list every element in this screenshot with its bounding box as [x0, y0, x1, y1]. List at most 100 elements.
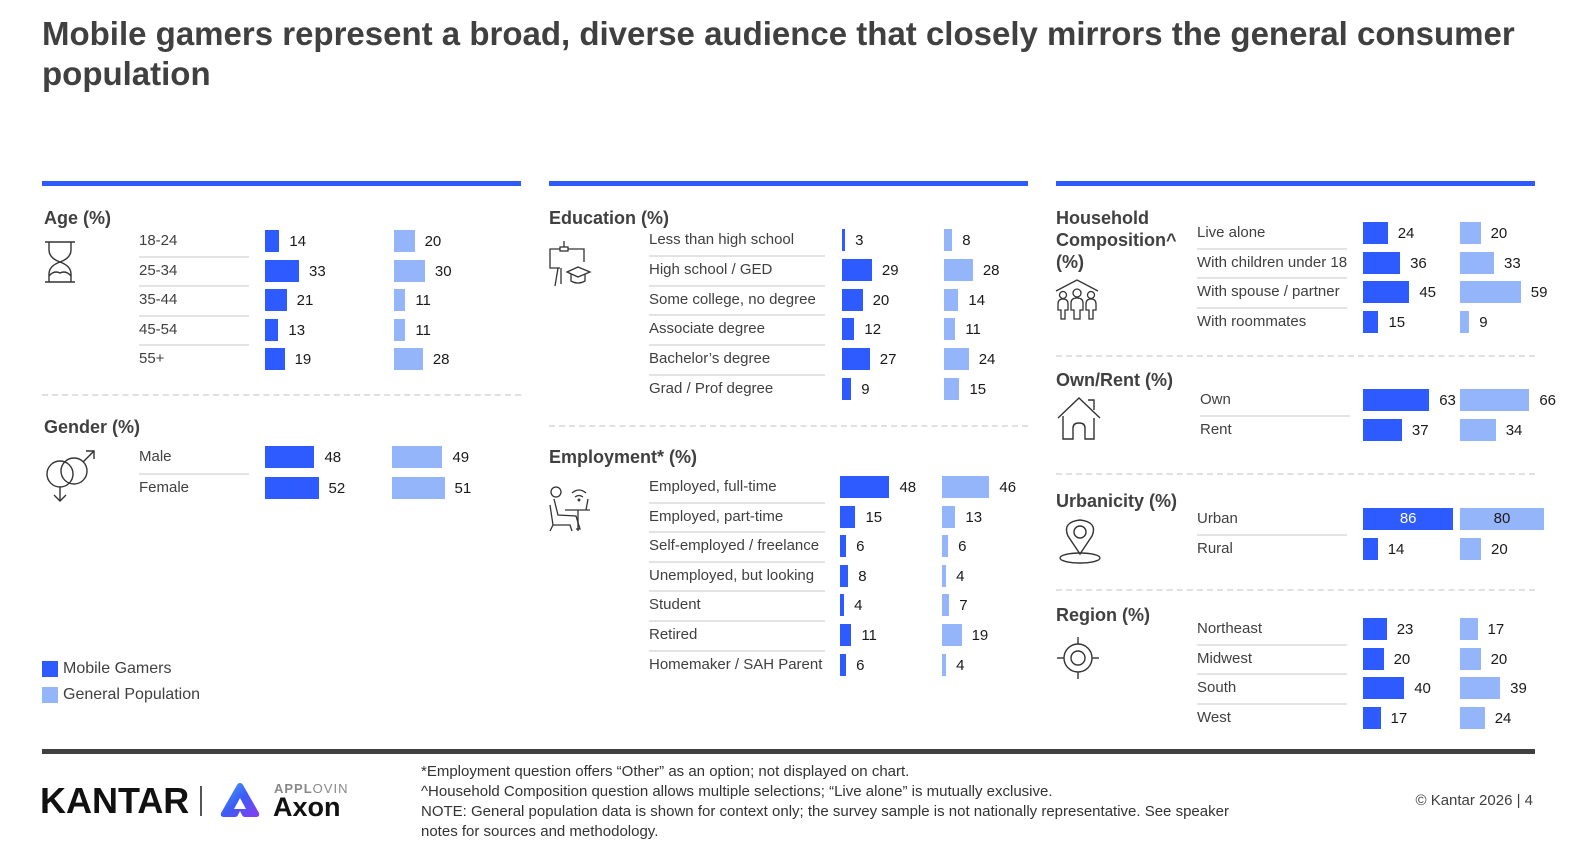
value-label: 28 [982, 261, 1000, 279]
row-separator [649, 590, 825, 593]
footnote-general-note-cont: notes for sources and methodology. [421, 823, 659, 840]
bar-mobile-gamers [265, 259, 299, 282]
bar-mobile-gamers [840, 594, 845, 617]
section-divider [549, 425, 1028, 427]
footnote-general-note: NOTE: General population data is shown f… [421, 803, 1229, 820]
value-label: 20 [1393, 650, 1411, 668]
bar-mobile-gamers [840, 564, 849, 587]
row-separator [649, 344, 825, 347]
value-label: 30 [434, 262, 452, 280]
value-label: 15 [969, 381, 987, 398]
row-separator [139, 314, 249, 317]
legend-swatch-general-population [42, 687, 58, 703]
value-label: 14 [1387, 541, 1405, 558]
bar-mobile-gamers [842, 378, 852, 400]
row-label-household: With children under 18 [1197, 253, 1348, 271]
row-label-education: High school / GED [649, 260, 773, 278]
value-label: 9 [1479, 314, 1488, 332]
bar-general-population [394, 259, 425, 282]
row-separator [1197, 643, 1347, 646]
value-label: 66 [1539, 392, 1557, 409]
value-label: 40 [1414, 680, 1431, 697]
value-label: 14 [968, 291, 986, 309]
value-label: 6 [856, 538, 865, 556]
bar-mobile-gamers [1363, 647, 1384, 670]
bar-mobile-gamers [265, 230, 280, 252]
bar-mobile-gamers [265, 348, 285, 370]
row-label-urbanicity: Rural [1197, 540, 1233, 557]
row-label-age: 18-24 [139, 232, 178, 249]
row-separator [1197, 277, 1347, 280]
bar-general-population [944, 229, 953, 251]
row-label-employment: Employed, part-time [649, 507, 784, 525]
row-separator [649, 649, 825, 652]
value-label: 23 [1396, 621, 1414, 638]
value-label: 4 [956, 567, 965, 585]
section-title-education: Education (%) [549, 208, 669, 228]
row-separator [1197, 307, 1347, 310]
bar-general-population [1460, 389, 1530, 411]
bar-general-population [394, 230, 415, 252]
row-separator [1197, 702, 1347, 705]
bar-general-population [1460, 647, 1481, 670]
footer-rule [42, 749, 1535, 754]
bar-general-population [1460, 281, 1521, 304]
bar-mobile-gamers [1363, 311, 1379, 334]
section-title-household: Household Composition^ (%) [1056, 208, 1177, 272]
gender-icon [44, 447, 98, 505]
row-label-region: South [1197, 679, 1237, 696]
education-icon [548, 240, 598, 290]
bar-mobile-gamers [265, 289, 287, 311]
bar-general-population [392, 446, 443, 468]
value-label: 20 [1491, 541, 1508, 558]
bar-mobile-gamers [842, 229, 846, 251]
value-label: 29 [881, 261, 899, 279]
value-label: 59 [1530, 284, 1548, 302]
bar-general-population [1460, 418, 1496, 441]
bar-mobile-gamers [842, 288, 863, 311]
value-label: 6 [958, 538, 967, 556]
bar-mobile-gamers [1363, 538, 1378, 560]
row-separator [649, 374, 825, 376]
row-separator [139, 344, 249, 346]
value-label: 33 [308, 262, 326, 280]
value-label: 13 [965, 508, 983, 526]
bar-general-population [394, 289, 406, 311]
row-label-education: Associate degree [649, 320, 765, 338]
row-label-employment: Self-employed / freelance [649, 537, 820, 555]
bar-mobile-gamers [1363, 281, 1410, 304]
page-title: Mobile gamers represent a broad, diverse… [42, 15, 1515, 92]
axon-logo-text: Axon [273, 792, 341, 822]
legend-label: Mobile Gamers [63, 660, 172, 677]
value-label: 21 [296, 292, 314, 309]
remote-worker-icon [548, 485, 596, 533]
footnotes: *Employment question offers “Other” as a… [421, 762, 1341, 842]
bar-general-population [1460, 508, 1545, 530]
bar-general-population [394, 318, 406, 341]
bar-mobile-gamers [1363, 251, 1401, 274]
value-label: 63 [1439, 392, 1456, 409]
value-label: 37 [1411, 421, 1429, 439]
legend-swatch-mobile-gamers [42, 661, 58, 677]
value-label: 15 [865, 508, 883, 526]
bar-mobile-gamers [842, 348, 870, 371]
bar-general-population [944, 288, 959, 311]
row-separator [649, 620, 825, 622]
bar-mobile-gamers [1363, 418, 1402, 441]
row-label-gender: Female [139, 478, 190, 496]
row-label-ownrent: Rent [1200, 420, 1232, 438]
row-label-age: 45-54 [139, 320, 178, 338]
value-label: 39 [1510, 680, 1527, 697]
compass-target-icon [1056, 636, 1100, 680]
section-divider [1056, 589, 1535, 591]
row-label-employment: Homemaker / SAH Parent [649, 655, 823, 673]
value-label: 46 [999, 479, 1017, 496]
row-separator [649, 560, 825, 563]
bar-mobile-gamers [842, 318, 855, 341]
value-label: 24 [1397, 225, 1415, 242]
row-separator [1197, 534, 1347, 536]
row-separator [649, 501, 825, 504]
bar-mobile-gamers [1363, 222, 1388, 244]
value-label: 52 [328, 479, 346, 497]
bar-general-population [1460, 538, 1481, 560]
